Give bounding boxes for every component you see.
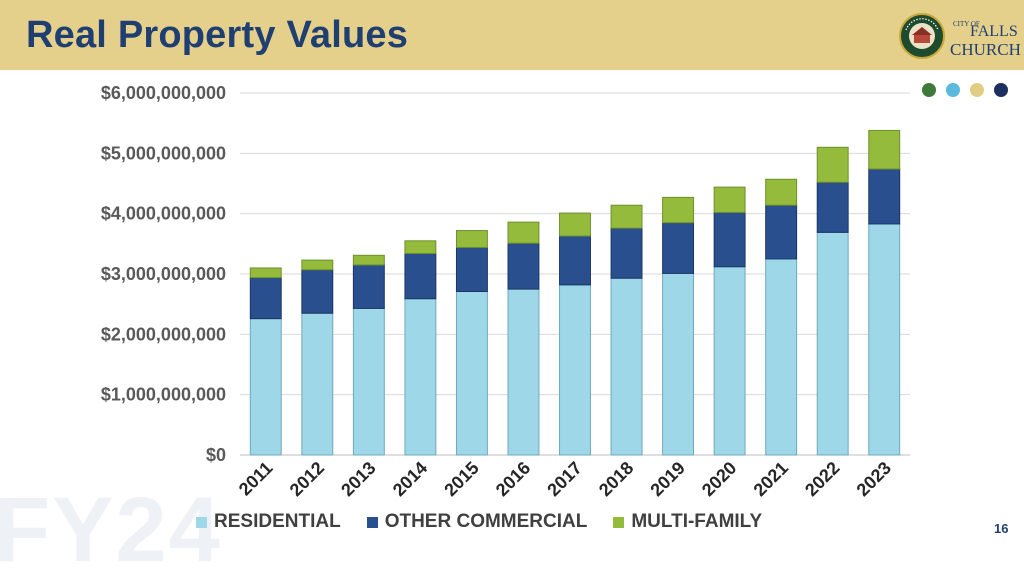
logo-name-line2: CHURCH xyxy=(950,40,1021,59)
legend-swatch-other-commercial xyxy=(366,516,378,528)
y-tick-label: $4,000,000,000 xyxy=(101,204,226,224)
y-tick-label: $3,000,000,000 xyxy=(101,264,226,284)
bar-residential xyxy=(507,288,540,456)
x-tick-label: 2012 xyxy=(286,458,328,500)
bar-other-commercial xyxy=(559,235,591,286)
bar-other-commercial xyxy=(507,242,540,290)
decorative-dots xyxy=(922,83,1012,97)
chart-legend: RESIDENTIAL OTHER COMMERCIAL MULTI-FAMIL… xyxy=(196,511,788,533)
bar-residential xyxy=(868,223,901,456)
bar-other-commercial xyxy=(610,227,643,279)
bar-residential xyxy=(610,277,643,456)
bar-multi-family xyxy=(713,186,746,213)
bar-residential xyxy=(249,318,282,456)
bar-multi-family xyxy=(765,178,798,206)
y-tick-label: $2,000,000,000 xyxy=(101,324,226,344)
x-tick-label: 2013 xyxy=(337,458,379,500)
bar-multi-family xyxy=(301,259,334,271)
y-tick-label: $5,000,000,000 xyxy=(101,143,226,163)
x-tick-label: 2017 xyxy=(543,458,585,500)
header-band: Real Property Values CITY OF FALLS CHURC… xyxy=(0,0,1024,70)
city-logo: CITY OF FALLS CHURCH xyxy=(899,13,1021,59)
bar-multi-family xyxy=(455,230,488,248)
bar-residential xyxy=(816,231,849,456)
x-tick-label: 2014 xyxy=(389,458,431,500)
x-tick-label: 2015 xyxy=(440,458,482,500)
bar-other-commercial xyxy=(765,204,798,260)
bar-residential xyxy=(404,298,437,456)
x-tick-label: 2018 xyxy=(595,458,637,500)
logo-name-line1: FALLS xyxy=(970,23,1018,40)
page-number: 16 xyxy=(994,521,1009,536)
x-tick-label: 2020 xyxy=(698,458,740,500)
bar-multi-family xyxy=(249,267,282,279)
x-tick-label: 2019 xyxy=(646,458,688,500)
dot-green xyxy=(922,83,936,97)
bar-other-commercial xyxy=(662,222,695,274)
x-tick-label: 2022 xyxy=(801,458,843,500)
bar-other-commercial xyxy=(249,277,282,320)
bar-other-commercial xyxy=(352,264,385,309)
x-tick-label: 2023 xyxy=(853,458,895,500)
bar-other-commercial xyxy=(868,168,901,225)
dot-light-blue xyxy=(946,83,960,97)
bar-residential xyxy=(713,266,746,456)
y-tick-label: $6,000,000,000 xyxy=(101,83,226,103)
bar-residential xyxy=(765,258,798,456)
stacked-bar-chart: $0 $1,000,000,000 $2,000,000,000 $3,000,000… xyxy=(101,83,910,500)
legend-label-residential: RESIDENTIAL xyxy=(214,511,341,532)
bar-multi-family xyxy=(610,204,643,229)
bar-residential xyxy=(559,284,591,456)
legend-item-residential: RESIDENTIAL xyxy=(196,511,341,533)
legend-item-multi-family: MULTI-FAMILY xyxy=(613,511,762,533)
dot-gold xyxy=(970,83,984,97)
bar-multi-family xyxy=(868,129,901,170)
bar-multi-family xyxy=(352,254,385,266)
dot-navy xyxy=(994,83,1008,97)
bar-other-commercial xyxy=(301,269,334,314)
y-tick-label: $0 xyxy=(206,445,226,465)
bar-other-commercial xyxy=(404,252,437,300)
bar-residential xyxy=(301,312,334,456)
bar-other-commercial xyxy=(455,246,488,292)
bar-multi-family xyxy=(507,221,540,244)
bar-multi-family xyxy=(404,240,437,254)
legend-label-other-commercial: OTHER COMMERCIAL xyxy=(384,511,588,532)
legend-swatch-residential xyxy=(196,516,207,528)
x-tick-label: 2011 xyxy=(235,458,277,500)
logo-city-of: CITY OF xyxy=(953,20,980,28)
bar-multi-family xyxy=(662,196,695,224)
y-tick-label: $1,000,000,000 xyxy=(101,385,226,405)
bar-multi-family xyxy=(559,212,591,237)
bar-other-commercial xyxy=(816,181,849,233)
bar-other-commercial xyxy=(713,211,746,268)
bar-residential xyxy=(662,272,695,456)
legend-item-other-commercial: OTHER COMMERCIAL xyxy=(366,511,588,533)
bar-residential xyxy=(352,307,385,456)
legend-label-multi-family: MULTI-FAMILY xyxy=(631,511,763,532)
bar-multi-family xyxy=(816,146,849,183)
legend-swatch-multi-family xyxy=(613,516,625,528)
x-tick-label: 2016 xyxy=(492,458,534,500)
x-tick-label: 2021 xyxy=(750,458,792,500)
bar-residential xyxy=(455,290,488,456)
page-title: Real Property Values xyxy=(26,14,409,56)
